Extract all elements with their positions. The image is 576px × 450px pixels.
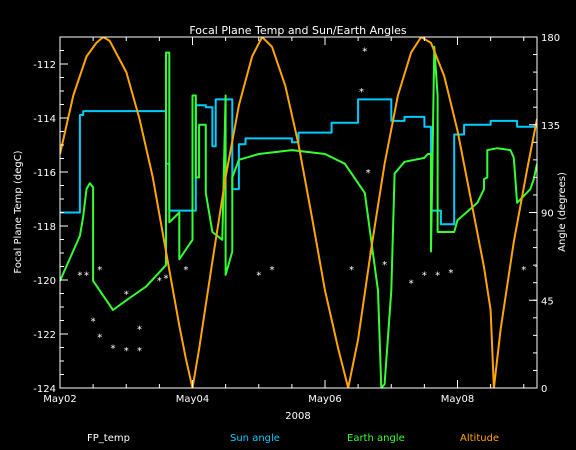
fp-temp-point: * [97,265,102,276]
right-y-tick-label: 180 [541,33,560,44]
right-y-tick-label: 45 [541,296,554,307]
right-y-tick-label: 90 [541,209,554,220]
right-y-axis-label: Angle (degrees) [557,172,568,252]
left-y-tick-label: -116 [33,168,56,179]
series-fp-temp: * *** * * * *** * * * ***** * ******** [77,47,540,358]
fp-temp-point: * [448,268,453,279]
fp-temp-point: * [521,265,526,276]
fp-temp-point: * [256,271,261,282]
x-tick-label: May08 [441,394,474,405]
fp-temp-point: * [137,346,142,357]
right-y-tick-label: 135 [541,121,560,132]
fp-temp-point: * [91,317,96,328]
fp-temp-point: * [422,271,427,282]
fp-temp-point: * [409,279,414,290]
fp-temp-point: * [382,260,387,271]
fp-temp-point: * [124,290,129,301]
fp-temp-point: * [164,273,169,284]
left-y-tick-label: -118 [33,222,56,233]
fp-temp-point: * [359,87,364,98]
fp-temp-point: * [183,265,188,276]
left-y-tick-label: -114 [33,114,56,125]
fp-temp-point: * [124,346,129,357]
fp-temp-point: * [111,344,116,355]
fp-temp-point: * [84,271,89,282]
x-tick-label: May06 [308,394,341,405]
legend-fp-temp: FP_temp [87,433,130,444]
fp-temp-point: * [157,276,162,287]
plot-area: * *** * * * *** * * * ***** * ******** [60,37,540,388]
left-y-axis-label: Focal Plane Temp (degC) [13,150,24,273]
fp-temp-point: * [366,168,371,179]
left-y-tick-label: -120 [33,276,56,287]
series-altitude-line [60,37,537,388]
legend-sun-angle: Sun angle [230,433,280,444]
x-tick-label: May02 [43,394,76,405]
legend-earth-angle: Earth angle [347,433,405,444]
x-tick-label: May04 [176,394,209,405]
fp-temp-point: * [137,325,142,336]
fp-temp-point: * [362,47,367,58]
right-y-tick-label: 0 [541,384,547,395]
left-y-tick-label: -112 [33,60,56,71]
x-axis-label: 2008 [285,411,310,422]
chart-title: Focal Plane Temp and Sun/Earth Angles [189,24,407,37]
fp-temp-point: * [97,333,102,344]
series-earth-angle-line [60,45,537,388]
legend-altitude: Altitude [460,433,500,444]
fp-temp-point: * [270,265,275,276]
series-sun-angle-line [60,98,537,226]
left-y-tick-label: -124 [33,384,56,395]
fp-temp-point: * [435,271,440,282]
fp-temp-point: * [349,265,354,276]
fp-temp-point: * [77,271,82,282]
fp-temp-point: * [535,263,540,274]
left-y-tick-label: -122 [33,330,56,341]
